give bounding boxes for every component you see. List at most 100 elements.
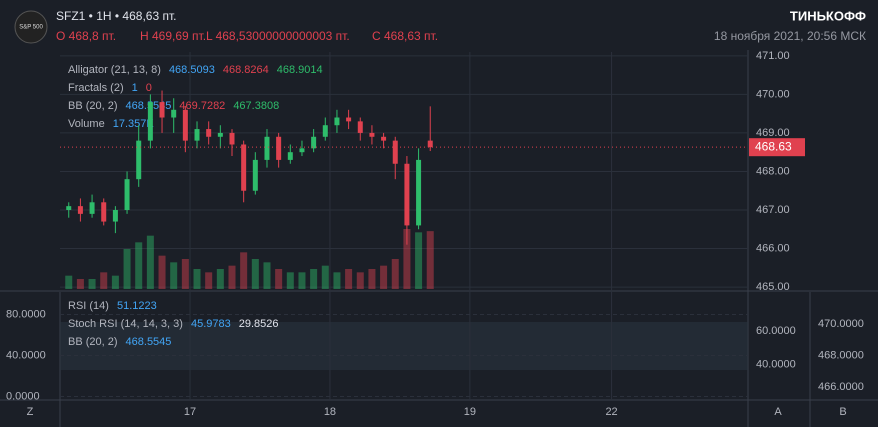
volume-bar xyxy=(228,265,236,289)
brand: ТИНЬКОФФ xyxy=(790,8,866,23)
volume-bar xyxy=(251,259,259,289)
y-tick-label: 467.00 xyxy=(756,204,790,216)
candle-body xyxy=(369,132,375,137)
candle-body xyxy=(171,109,177,118)
legend-label: Alligator (21, 13, 8) xyxy=(68,64,161,76)
y-tick-label: 0.0000 xyxy=(6,390,40,402)
symbol: SFZ1 • 1H • 468,63 пт. xyxy=(56,9,176,23)
axis-letter: B xyxy=(839,406,846,418)
legend-value: 0 xyxy=(146,82,152,94)
legend-label: Volume xyxy=(68,118,105,130)
volume-bar xyxy=(65,275,73,289)
logo-text: S&P 500 xyxy=(19,25,43,31)
volume-bar xyxy=(111,275,119,289)
ohlc-high: H 469,69 пт. xyxy=(140,29,206,43)
candle-body xyxy=(299,148,305,153)
candle-body xyxy=(101,202,107,222)
candle-body xyxy=(416,159,422,226)
y-tick-label: 80.0000 xyxy=(6,308,46,320)
candle-body xyxy=(264,136,270,160)
candle-body xyxy=(194,129,200,141)
legend-value: 29.8526 xyxy=(239,318,279,330)
y-tick-label: 471.00 xyxy=(756,50,790,62)
volume-bar xyxy=(275,269,283,289)
y-tick-label: 470.0000 xyxy=(818,318,864,330)
y-tick-label: 40.0000 xyxy=(756,358,796,370)
volume-bar xyxy=(415,232,423,289)
candle-body xyxy=(346,117,352,122)
volume-bar xyxy=(135,242,143,289)
ohlc-open: O 468,8 пт. xyxy=(56,29,116,43)
volume-bar xyxy=(123,249,131,289)
candle-body xyxy=(252,159,258,191)
y-tick-label: 468.0000 xyxy=(818,349,864,361)
volume-bar xyxy=(170,262,178,289)
candle-body xyxy=(276,136,282,160)
candle-body xyxy=(182,109,188,141)
ohlc-low: L 468,53000000000003 пт. xyxy=(206,29,350,43)
legend-value: 45.9783 xyxy=(191,318,231,330)
volume-bar xyxy=(345,269,353,289)
logo xyxy=(14,10,48,44)
candle-body xyxy=(404,163,410,226)
candle-body xyxy=(381,136,387,141)
candle-body xyxy=(159,102,165,118)
legend-value: 468.9014 xyxy=(277,64,323,76)
volume-bar xyxy=(205,272,213,289)
candle-body xyxy=(136,140,142,180)
volume-bar xyxy=(426,231,434,289)
candle-body xyxy=(217,132,223,137)
candle-body xyxy=(287,152,293,160)
legend-value: 469.7282 xyxy=(179,100,225,112)
candle-body xyxy=(147,102,153,141)
volume-bar xyxy=(263,262,271,289)
volume-bar xyxy=(216,269,224,289)
volume-bar xyxy=(286,272,294,289)
x-tick-label: 17 xyxy=(184,406,196,418)
rsi-band xyxy=(60,322,748,370)
legend-label: RSI (14) xyxy=(68,300,109,312)
axis-letter: A xyxy=(774,406,782,418)
legend-value: 468.8264 xyxy=(223,64,269,76)
volume-bar xyxy=(333,272,341,289)
legend-value: 467.3808 xyxy=(233,100,279,112)
volume-bar xyxy=(321,265,329,289)
legend-value: 468.5093 xyxy=(169,64,215,76)
candle-body xyxy=(427,140,433,148)
volume-bar xyxy=(100,272,108,289)
volume-bar xyxy=(181,259,189,289)
x-tick-label: 18 xyxy=(324,406,336,418)
candle-body xyxy=(357,121,363,133)
candle-body xyxy=(89,202,95,214)
y-tick-label: 466.0000 xyxy=(818,381,864,393)
volume-bar xyxy=(76,279,84,289)
legend-value: 1 xyxy=(132,82,138,94)
axis-letter: Z xyxy=(27,406,34,418)
candle-body xyxy=(311,136,317,149)
candle-body xyxy=(334,117,340,126)
y-tick-label: 60.0000 xyxy=(756,325,796,337)
price-tag-label: 468.63 xyxy=(755,139,792,153)
candle-body xyxy=(124,179,130,210)
volume-bar xyxy=(240,252,248,289)
volume-bar xyxy=(391,259,399,289)
candle-body xyxy=(392,140,398,164)
volume-bar xyxy=(310,269,318,289)
x-tick-label: 19 xyxy=(464,406,476,418)
volume-bar xyxy=(146,235,154,289)
volume-bar xyxy=(298,272,306,289)
legend-value: 468.5545 xyxy=(126,336,172,348)
legend-label: Fractals (2) xyxy=(68,82,124,94)
volume-bar xyxy=(356,272,364,289)
y-tick-label: 470.00 xyxy=(756,88,790,100)
volume-bar xyxy=(368,269,376,289)
legend-label: BB (20, 2) xyxy=(68,336,118,348)
price-tag xyxy=(749,138,805,157)
y-tick-label: 468.00 xyxy=(756,165,790,177)
candle-body xyxy=(66,206,72,210)
volume-bar xyxy=(158,255,166,289)
volume-bar xyxy=(380,265,388,289)
y-tick-label: 466.00 xyxy=(756,242,790,254)
